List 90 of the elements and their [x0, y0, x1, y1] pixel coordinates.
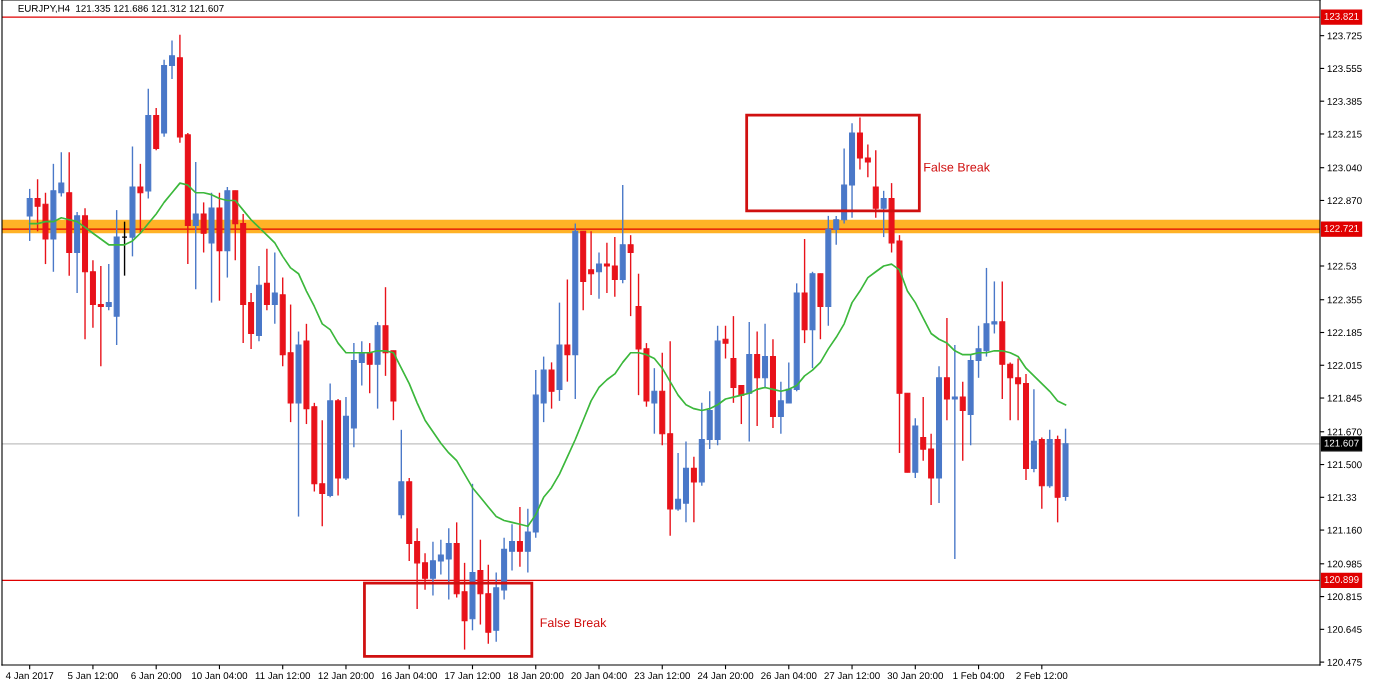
x-tick-label: 18 Jan 20:00: [508, 672, 564, 680]
y-tick-label: 122.53: [1327, 262, 1357, 270]
ref-line-label: 121.607: [1324, 439, 1359, 447]
candlestick: [690, 456, 697, 524]
candlestick: [429, 540, 436, 597]
candlestick: [651, 367, 658, 435]
y-tick-label: 123.725: [1327, 32, 1362, 40]
candlestick: [200, 201, 207, 254]
candlestick: [414, 527, 421, 610]
ref-line-label: 122.721: [1324, 224, 1359, 232]
candlestick: [785, 361, 792, 404]
y-tick-label: 121.670: [1327, 428, 1362, 436]
candlestick: [943, 317, 950, 421]
candlestick: [121, 220, 128, 277]
candlestick: [611, 236, 618, 298]
y-tick-label: 121.33: [1327, 494, 1357, 501]
candlestick: [722, 325, 729, 360]
candlestick: [588, 230, 595, 296]
annotation: False Break: [924, 162, 990, 172]
candlestick: [548, 361, 555, 410]
y-tick-label: 121.160: [1327, 526, 1362, 534]
x-tick-label: 6 Jan 20:00: [131, 672, 182, 680]
x-tick-label: 2 Feb 12:00: [1016, 671, 1068, 680]
candlestick: [1015, 357, 1022, 421]
y-tick-label: 121.500: [1327, 461, 1362, 469]
candlestick: [627, 234, 634, 317]
x-tick-label: 17 Jan 12:00: [445, 672, 501, 680]
candlestick: [603, 242, 610, 294]
candlestick: [263, 247, 270, 312]
candlestick: [564, 278, 571, 383]
x-tick-label: 10 Jan 04:00: [192, 672, 248, 680]
x-tick-label: 12 Jan 20:00: [318, 672, 374, 680]
candlestick: [271, 251, 278, 325]
y-tick-label: 122.870: [1327, 197, 1362, 205]
x-tick-label: 4 Jan 2017: [5, 672, 54, 680]
candlestick: [192, 161, 199, 290]
chart-title: EURJPY,H4 121.335 121.686 121.312 121.607: [18, 4, 224, 13]
x-tick-label: 20 Jan 04:00: [571, 672, 627, 680]
y-tick-label: 120.645: [1327, 626, 1362, 633]
candlestick: [137, 163, 144, 234]
candlestick: [319, 419, 326, 527]
candlestick: [833, 215, 840, 246]
candlestick: [445, 527, 452, 601]
candlestick: [872, 149, 879, 219]
candlestick: [880, 190, 887, 238]
x-tick-label: 1 Feb 04:00: [953, 671, 1005, 680]
candlestick: [169, 39, 176, 80]
candlestick: [762, 323, 769, 389]
y-tick-label: 122.185: [1327, 329, 1362, 337]
candlestick: [437, 539, 444, 576]
candlestick: [422, 552, 429, 591]
candlestick: [524, 508, 531, 574]
line-series: [28, 182, 1067, 528]
ref-line-label: 123.821: [1324, 12, 1359, 20]
x-tick-label: 5 Jan 12:00: [67, 672, 118, 680]
candlestick: [58, 151, 65, 198]
y-tick-label: 120.985: [1327, 560, 1362, 568]
x-tick-label: 26 Jan 04:00: [761, 672, 817, 680]
x-tick-label: 23 Jan 12:00: [634, 672, 690, 680]
x-tick-label: 16 Jan 04:00: [381, 672, 437, 680]
y-tick-label: 123.555: [1327, 65, 1362, 73]
x-tick-label: 24 Jan 20:00: [697, 672, 754, 680]
y-tick-label: 123.385: [1327, 97, 1362, 105]
y-tick-label: 122.355: [1327, 296, 1362, 304]
candlestick: [920, 396, 927, 462]
y-tick-label: 122.015: [1327, 362, 1362, 369]
candlestick: [516, 506, 523, 568]
x-tick-label: 27 Jan 12:00: [824, 672, 880, 680]
candlestick: [105, 263, 112, 312]
y-tick-label: 123.040: [1327, 164, 1362, 172]
y-tick-label: 121.845: [1327, 394, 1362, 402]
x-tick-label: 30 Jan 20:00: [887, 672, 944, 680]
y-tick-label: 120.475: [1327, 658, 1362, 666]
candlestick: [26, 188, 33, 242]
ref-line-label: 120.899: [1324, 576, 1359, 583]
y-tick-label: 120.815: [1327, 593, 1362, 601]
candlestick: [1007, 361, 1014, 421]
candlestick: [777, 380, 784, 435]
candlestick: [595, 251, 603, 300]
candlestick: [675, 452, 682, 512]
y-tick-label: 123.215: [1327, 130, 1362, 138]
candlestick: [959, 380, 966, 462]
candlestick: [754, 330, 761, 427]
candlestick: [97, 265, 104, 367]
x-tick-label: 11 Jan 12:00: [255, 672, 311, 680]
candlestick: [509, 523, 516, 572]
candlestick: [951, 344, 958, 560]
candlestick: [864, 143, 871, 179]
annotation: False Break: [540, 617, 607, 628]
candlestick: [366, 342, 373, 394]
